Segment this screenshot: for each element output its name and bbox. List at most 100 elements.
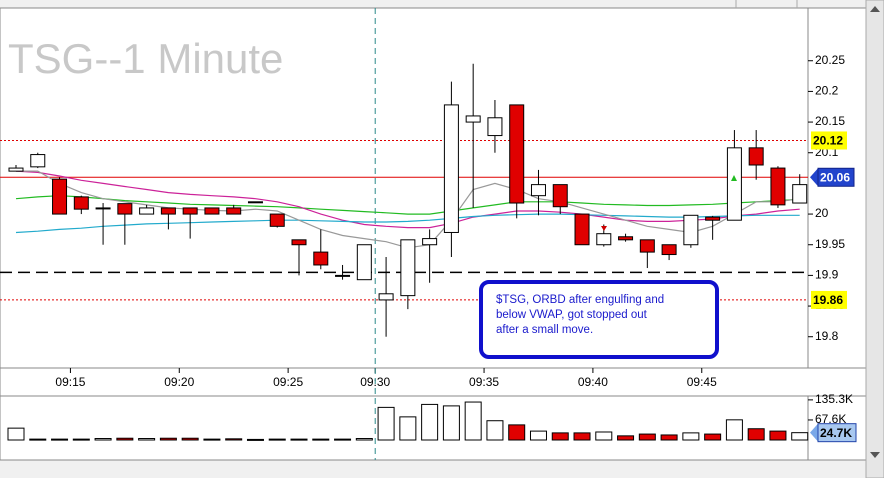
candle-body (247, 201, 263, 204)
volume-bar (682, 432, 700, 441)
candle-body (356, 244, 372, 281)
candle-body (422, 238, 438, 246)
volume-bar (51, 438, 69, 441)
volume-bar (769, 430, 787, 441)
candle-body (770, 167, 786, 206)
candle-body (291, 239, 307, 246)
candle-body (683, 214, 699, 246)
price-tag-label: 20.12 (813, 134, 843, 148)
volume-bar (72, 438, 90, 441)
plot: 20.2520.220.1520.12019.9519.919.8519.813… (0, 8, 857, 460)
y-tick-label: 20.15 (815, 114, 845, 128)
indicator-line (15, 170, 800, 229)
volume-bar (529, 430, 547, 441)
volume-bar (181, 437, 199, 441)
volume-bar (399, 416, 417, 441)
volume-bar (660, 434, 678, 441)
volume-bar (747, 428, 765, 441)
volume-bar (312, 438, 330, 441)
x-tick-label: 09:35 (469, 375, 499, 389)
volume-bar (203, 438, 221, 441)
volume-bar (508, 424, 526, 441)
price-tag (811, 290, 847, 309)
candle-body (596, 233, 612, 246)
x-tick-label: 09:20 (164, 375, 194, 389)
scroll-down[interactable] (870, 452, 880, 458)
volume-bar (159, 437, 177, 441)
candle-body (618, 236, 634, 241)
price-tag-label: 20.06 (820, 170, 850, 184)
candle-body (30, 154, 46, 168)
candle-body (400, 239, 416, 297)
candle-body (335, 274, 351, 277)
volume-bar (551, 432, 569, 441)
candle-body (705, 216, 721, 221)
volume-bar (7, 427, 25, 441)
x-tick-label: 09:45 (687, 375, 717, 389)
scrollbar[interactable] (865, 0, 884, 478)
annotation-line: below VWAP, got stopped out (496, 309, 648, 321)
candle-body (378, 293, 394, 301)
volume-tick-label: 67.6K (815, 412, 846, 426)
volume-bar (638, 433, 656, 441)
volume-bar (290, 438, 308, 441)
chart-title: TSG--1 Minute (8, 35, 283, 82)
volume-bar (464, 401, 482, 441)
annotation-line: $TSG, ORBD after engulfing and (496, 294, 664, 306)
candle-body (52, 178, 68, 215)
volume-bar (595, 431, 613, 441)
annotation-box (479, 280, 719, 359)
indicator-line (15, 213, 800, 234)
y-tick-label: 20.2 (815, 84, 839, 98)
y-tick-label: 20.25 (815, 53, 845, 67)
volume-bar (268, 438, 286, 441)
price-tag-label: 19.86 (813, 293, 843, 307)
candle-body (639, 239, 655, 253)
candle-body (204, 207, 220, 215)
volume-bar (377, 406, 395, 441)
volume-tag-label: 24.7K (820, 426, 852, 440)
volume-bar (617, 435, 635, 441)
x-tick-label: 09:15 (55, 375, 85, 389)
candle-body (95, 207, 111, 210)
volume-bar (704, 433, 722, 441)
indicator-line (15, 195, 800, 215)
y-tick-label: 19.9 (815, 268, 839, 282)
volume-bar (246, 438, 264, 441)
volume-tag-arrow (810, 423, 818, 442)
candle-body (552, 184, 568, 208)
y-tick-label: 19.95 (815, 237, 845, 251)
volume-tick-label: 135.3K (815, 392, 853, 406)
candle-body (661, 244, 677, 256)
scroll-up[interactable] (870, 6, 880, 12)
candle-body (117, 203, 133, 215)
signal-marker (731, 175, 737, 181)
y-tick-label: 20 (815, 206, 829, 220)
candle-body (792, 184, 808, 204)
candle-body (487, 117, 503, 137)
candle-body (443, 104, 459, 233)
candle-body (726, 147, 742, 221)
volume-bar (486, 420, 504, 441)
price-tag (817, 167, 855, 187)
candle-body (530, 184, 546, 197)
x-tick-label: 09:25 (273, 375, 303, 389)
candle-body (182, 207, 198, 215)
annotation-line: after a small move. (496, 324, 593, 336)
candle-body (73, 196, 89, 210)
volume-bar (138, 438, 156, 441)
candle-body (465, 115, 481, 123)
volume-bar (29, 438, 47, 441)
volume-bar (442, 405, 460, 441)
candle-body (226, 207, 242, 215)
candle-body (8, 167, 24, 172)
volume-bar (355, 438, 373, 441)
price-tag-arrow (810, 168, 818, 187)
volume-bar (225, 438, 243, 441)
x-tick-label: 09:40 (578, 375, 608, 389)
price-tag (811, 131, 847, 150)
signal-marker (601, 226, 607, 231)
volume-bar (791, 432, 809, 441)
volume-bar (94, 438, 112, 441)
candle-body (269, 213, 285, 227)
